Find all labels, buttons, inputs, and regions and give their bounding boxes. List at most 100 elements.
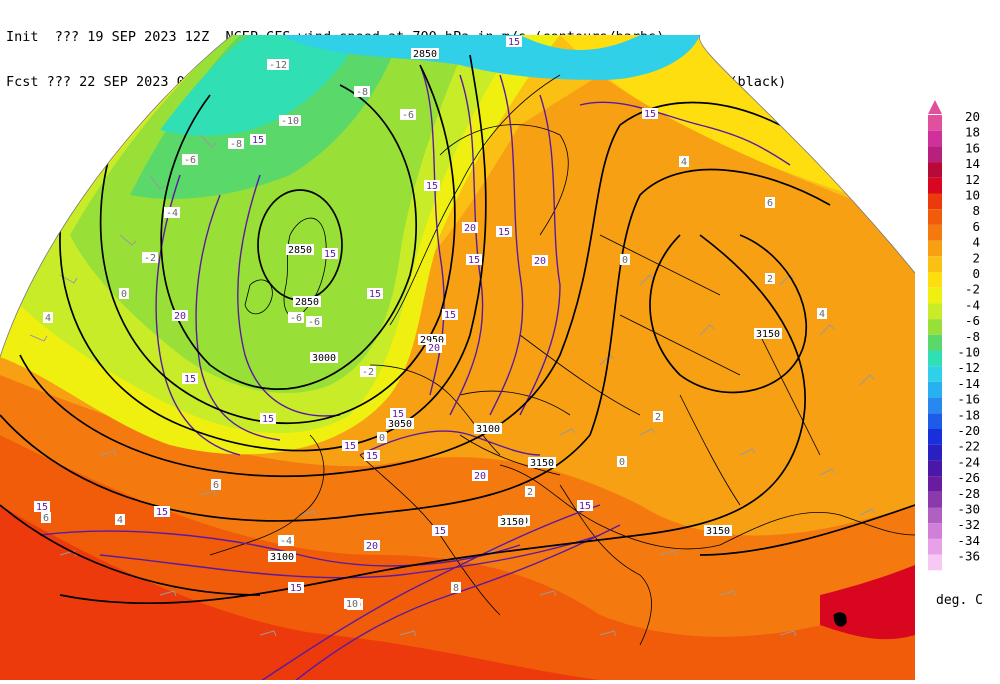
height-contour-label-bg [528, 457, 556, 468]
wind-contour-label-bg [496, 226, 512, 237]
wind-contour-label-bg [322, 248, 338, 259]
colorbar-swatch [928, 240, 942, 257]
height-contour-label-bg [411, 48, 439, 59]
wind-contour-label: 20 [366, 541, 378, 552]
map-domain-edge [0, 34, 916, 358]
temperature-contour-label: 6 [213, 480, 219, 491]
colorbar-swatch [928, 115, 942, 131]
colorbar-swatch [928, 256, 942, 272]
temperature-contour-label-bg [620, 254, 630, 265]
colorbar-swatch [928, 130, 942, 147]
temp-band-minus10 [160, 35, 360, 136]
wind-contour-label-bg [466, 254, 482, 265]
colorbar-swatch [928, 209, 942, 225]
height-contour-label-bg [310, 352, 338, 363]
wind-contour-label-bg [426, 342, 442, 353]
wind-contour-label-bg [532, 255, 548, 266]
temperature-contour-label: -2 [144, 253, 156, 264]
temperature-contour-label-bg [525, 486, 535, 497]
temperature-contour-label: -2 [362, 367, 374, 378]
wind-contour-label-bg [154, 506, 170, 517]
temperature-contour-label: 0 [619, 457, 625, 468]
height-contour-label-bg [498, 516, 526, 527]
temperature-contour-label-bg [41, 512, 51, 523]
temperature-contour-label-bg [765, 197, 775, 208]
temperature-contour-label: -6 [290, 313, 302, 324]
temperature-contour-label-bg [211, 479, 221, 490]
wind-contour-label: 15 [324, 249, 336, 260]
height-contour-label: 2850 [295, 297, 319, 308]
height-contour-label-bg [704, 525, 732, 536]
height-contour-label: 2850 [413, 49, 437, 60]
temperature-contour-label-bg [765, 273, 775, 284]
colorbar-swatch [928, 350, 942, 367]
colorbar-swatch [928, 554, 942, 571]
colorbar-tick-label: 2 [972, 250, 980, 265]
height-contour-label-bg [286, 244, 314, 255]
colorbar-tick-label: -24 [957, 454, 980, 469]
colorbar-swatch [928, 366, 942, 382]
wind-contour-label-bg [364, 450, 380, 461]
wind-contour-label: 15 [434, 526, 446, 537]
wind-contour-label-bg [432, 525, 448, 536]
wind-contour-label-bg [182, 373, 198, 384]
temperature-contour-label: -6 [402, 110, 414, 121]
colorbar-tick-label: 8 [972, 203, 980, 218]
wind-contour-label: 20 [428, 343, 440, 354]
wind-contour-label-bg [260, 413, 276, 424]
temperature-contour-label-bg [278, 535, 294, 546]
colorbar-swatch [928, 507, 942, 524]
temperature-contour-label-bg [344, 598, 360, 609]
temperature-contour-label: 0 [379, 433, 385, 444]
temperature-contour-label-bg [164, 207, 180, 218]
wind-contour-label: 15 [156, 507, 168, 518]
temperature-contour-label-bg [115, 514, 125, 525]
height-contour-label-bg [474, 423, 502, 434]
wind-contour-label: 20 [534, 256, 546, 267]
colorbar-swatch [928, 523, 942, 539]
colorbar-swatch [928, 319, 942, 335]
wind-contour-label-bg [462, 222, 478, 233]
wind-contour-label: 15 [498, 227, 510, 238]
map-label-layer: 2850 2850 2850 2950 3000 3050 3100 3150 3150 3150… [34, 36, 827, 611]
height-contour-label: 3000 [312, 353, 336, 364]
height-contour-label-bg [418, 334, 446, 345]
temperature-contour-label: -4 [166, 208, 178, 219]
temperature-contour-label: 2 [527, 487, 533, 498]
colorbar-tick-label: 12 [965, 172, 980, 187]
height-contour-label: 3150 [530, 458, 554, 469]
height-contour-label: 3150 [500, 517, 524, 528]
wind-contour-label: 15 [392, 409, 404, 420]
height-contour-label: 3050 [388, 419, 412, 430]
wind-contour-label: 20 [474, 471, 486, 482]
colorbar-tick-label: 4 [972, 235, 980, 250]
temperature-contour-label: 4 [117, 515, 123, 526]
temperature-contour-label-bg [451, 582, 461, 593]
colorbar-tick-label: -10 [957, 345, 980, 360]
temperature-contour-label-bg [288, 312, 304, 323]
temperature-contour-label-bg [617, 456, 627, 467]
height-contour-label: 2950 [420, 335, 444, 346]
colorbar-tick-label: -32 [957, 517, 980, 532]
temperature-contour-label: 2 [767, 274, 773, 285]
temperature-contour-label: -4 [280, 536, 292, 547]
colorbar-swatch [928, 538, 942, 555]
wind-contour-label-bg [577, 500, 593, 511]
temperature-contour-label-bg [142, 252, 158, 263]
colorbar-tick-label: -2 [965, 282, 980, 297]
colorbar-tick-label: -4 [965, 297, 980, 312]
height-contours [0, 54, 915, 605]
wind-contour-label: 15 [344, 441, 356, 452]
colorbar-tick-label: -6 [965, 313, 980, 328]
wind-contour-label-bg [642, 108, 658, 119]
temperature-contour-label-bg [400, 109, 416, 120]
colorbar-tick-label: 14 [965, 156, 980, 171]
colorbar-tick-label: -8 [965, 329, 980, 344]
temperature-contour-label-bg [653, 411, 663, 422]
colorbar-arrow [928, 100, 942, 114]
height-contour-label-bg [386, 418, 414, 429]
wind-contour-label: 15 [36, 502, 48, 513]
temperature-contour-label-bg [182, 154, 198, 165]
colorbar-swatch [928, 303, 942, 320]
wind-contour-label-bg [424, 180, 440, 191]
